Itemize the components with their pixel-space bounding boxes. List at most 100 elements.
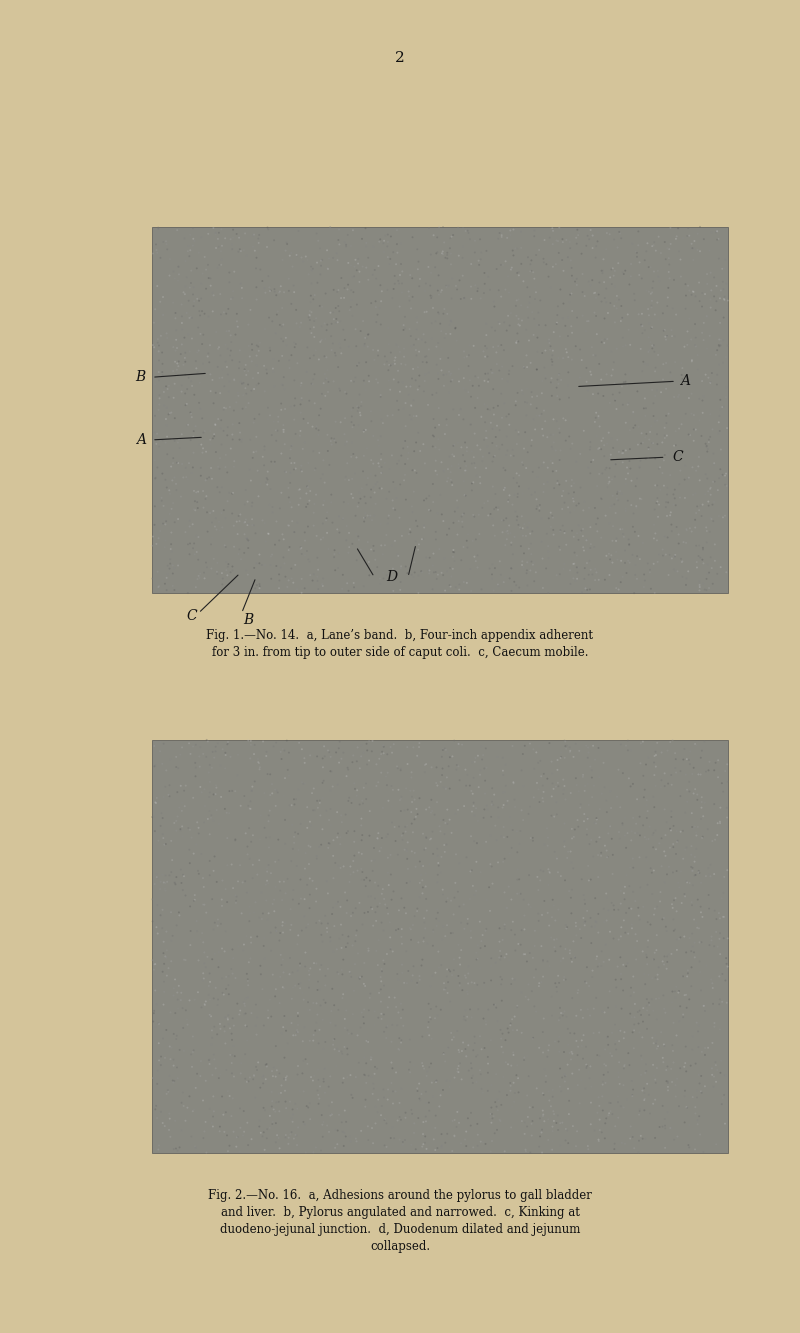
Point <box>262 805 275 826</box>
Point <box>606 495 618 516</box>
Point <box>687 419 700 440</box>
Point <box>215 235 228 256</box>
Point <box>525 533 538 555</box>
Point <box>306 260 318 281</box>
Point <box>550 848 563 869</box>
Point <box>222 802 235 824</box>
Point <box>477 1132 490 1153</box>
Point <box>339 1126 352 1148</box>
Point <box>292 840 305 861</box>
Point <box>658 1114 671 1136</box>
Point <box>710 229 723 251</box>
Point <box>615 296 628 317</box>
Point <box>292 220 305 241</box>
Point <box>384 379 397 400</box>
Point <box>206 1028 218 1049</box>
Point <box>198 563 210 584</box>
Point <box>543 1090 556 1112</box>
Point <box>536 788 549 809</box>
Point <box>517 744 530 765</box>
Point <box>149 1016 162 1037</box>
Point <box>311 970 324 992</box>
Point <box>382 902 394 924</box>
Point <box>277 962 290 984</box>
Point <box>505 1117 518 1138</box>
Point <box>176 997 189 1018</box>
Point <box>552 776 565 797</box>
Point <box>637 432 650 453</box>
Point <box>524 352 537 373</box>
Point <box>466 441 478 463</box>
Point <box>434 810 447 832</box>
Point <box>179 949 192 970</box>
Point <box>400 941 413 962</box>
Point <box>148 756 161 777</box>
Point <box>189 765 202 786</box>
Point <box>350 785 363 806</box>
Point <box>273 351 286 372</box>
Point <box>302 383 315 404</box>
Point <box>212 989 225 1010</box>
Point <box>698 1000 711 1021</box>
Point <box>634 488 646 509</box>
Point <box>564 841 577 862</box>
Point <box>462 220 474 241</box>
Point <box>496 797 509 818</box>
Point <box>713 965 726 986</box>
Point <box>459 460 472 481</box>
Point <box>190 351 202 372</box>
Point <box>324 1065 337 1086</box>
Point <box>601 1028 614 1049</box>
Point <box>264 479 277 500</box>
Point <box>450 758 463 780</box>
Point <box>374 291 387 312</box>
Point <box>561 848 574 869</box>
Point <box>158 733 170 754</box>
Point <box>548 789 561 810</box>
Point <box>522 804 535 825</box>
Point <box>648 515 661 536</box>
Point <box>231 1126 244 1148</box>
Point <box>542 508 555 529</box>
Point <box>610 297 623 319</box>
Point <box>430 568 443 589</box>
Point <box>603 471 616 492</box>
Point <box>628 1014 641 1036</box>
Point <box>255 555 268 576</box>
Point <box>207 810 220 832</box>
Point <box>211 909 224 930</box>
Point <box>462 956 474 977</box>
Point <box>496 746 509 768</box>
Point <box>392 1038 405 1060</box>
Point <box>692 1037 705 1058</box>
Point <box>634 806 646 828</box>
Point <box>526 948 539 969</box>
Point <box>693 950 706 972</box>
Point <box>537 966 550 988</box>
Point <box>441 243 454 264</box>
Point <box>418 1058 430 1080</box>
Point <box>242 986 254 1008</box>
Point <box>558 969 570 990</box>
Point <box>641 808 654 829</box>
Point <box>445 565 458 587</box>
Point <box>292 480 305 501</box>
Point <box>526 461 539 483</box>
Point <box>673 928 686 949</box>
Point <box>250 257 262 279</box>
Point <box>554 1113 566 1134</box>
Point <box>150 917 163 938</box>
Point <box>217 568 230 589</box>
Point <box>465 253 478 275</box>
Point <box>649 820 662 841</box>
Point <box>267 1057 280 1078</box>
Point <box>498 826 510 848</box>
Point <box>222 1081 234 1102</box>
Point <box>162 379 174 400</box>
Point <box>215 563 228 584</box>
Point <box>396 417 409 439</box>
Point <box>279 1090 292 1112</box>
Point <box>190 285 202 307</box>
Point <box>199 552 212 573</box>
Point <box>350 396 363 417</box>
